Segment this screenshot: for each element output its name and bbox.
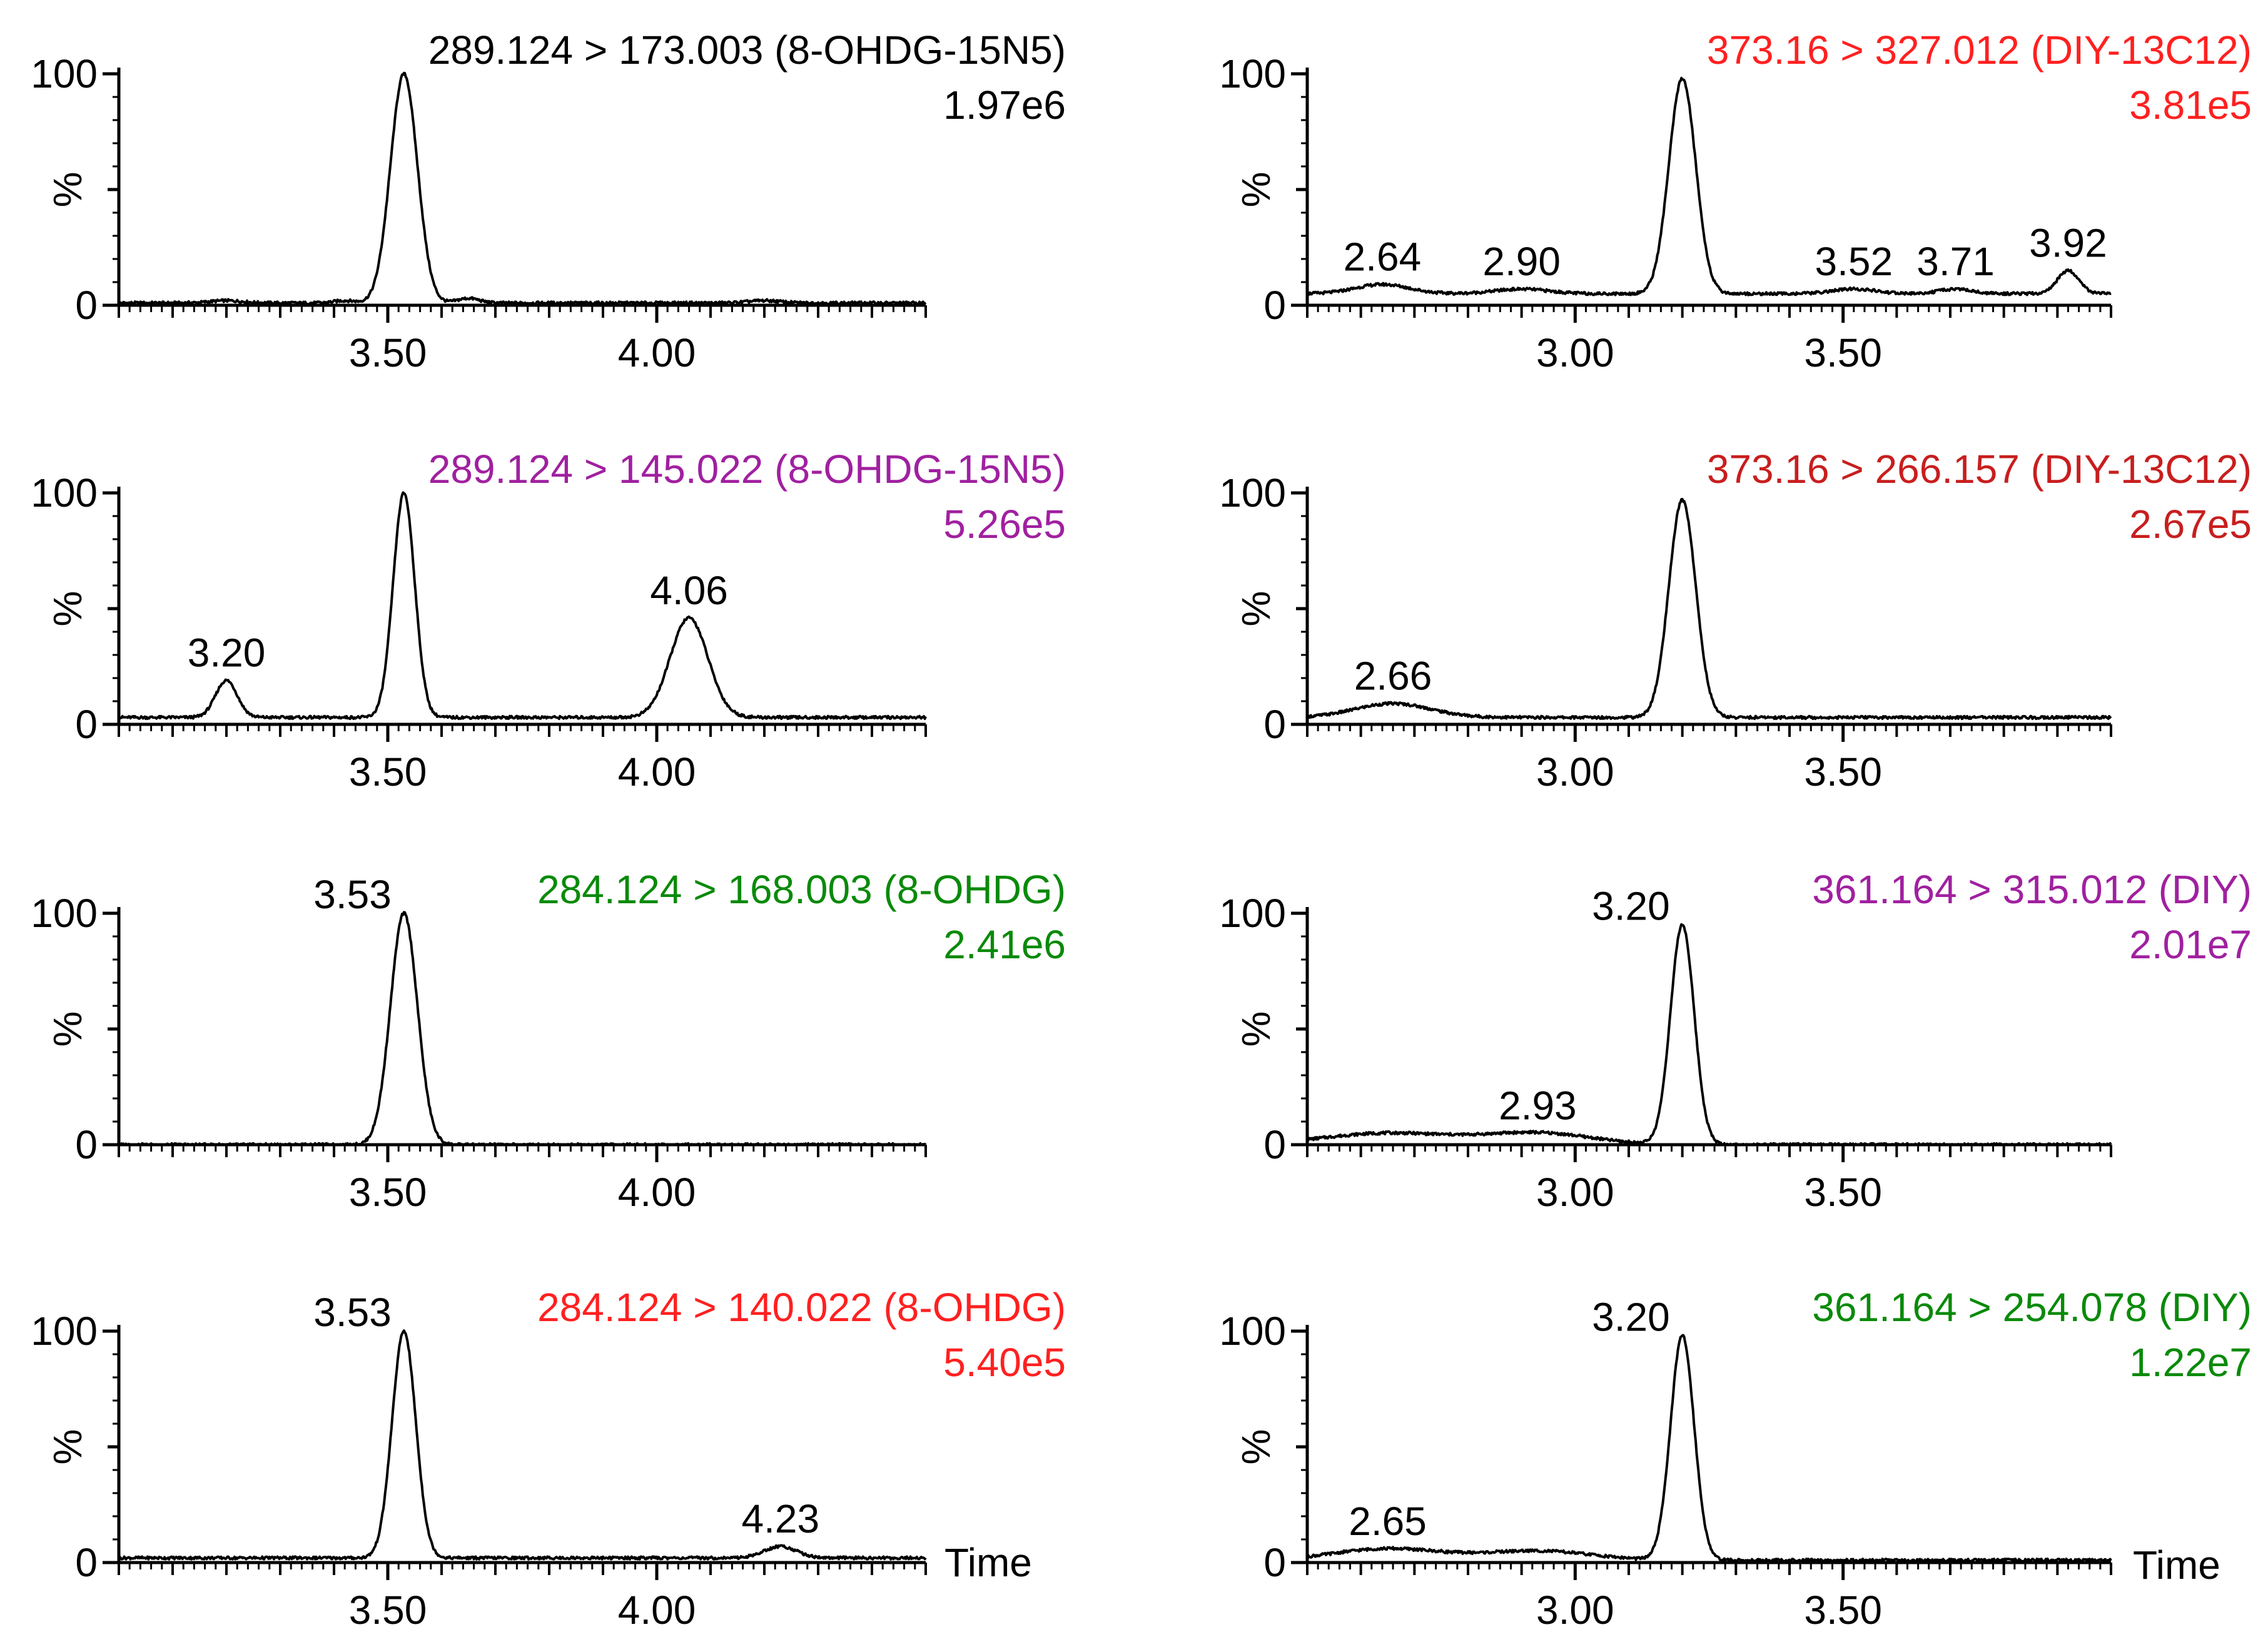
panel-right-1 [1291,68,2112,323]
y-axis-label: % [45,591,90,627]
x-tick-label: 3.50 [349,330,427,375]
x-tick-label: 4.00 [618,749,696,794]
chromatogram-trace [118,491,927,721]
y-tick-label-0: 0 [1263,1540,1286,1585]
x-tick-label: 3.50 [1804,1170,1882,1215]
y-axis-label: % [45,172,90,208]
peak-label: 4.06 [650,568,728,613]
y-tick-label-0: 0 [1263,1122,1286,1167]
x-tick-label: 3.50 [1804,330,1882,375]
peak-label: 3.20 [1592,1294,1670,1339]
y-tick-label-0: 0 [1263,702,1286,747]
y-tick-label-100: 100 [1219,51,1286,96]
y-axis-label: % [1233,591,1278,627]
panel-left-4 [103,1325,927,1580]
x-tick-label: 3.00 [1536,330,1614,375]
x-tick-label: 3.00 [1536,1170,1614,1215]
x-tick-label: 3.00 [1536,1588,1614,1633]
x-tick-label: 3.50 [349,1588,427,1633]
peak-label: 4.23 [742,1496,820,1541]
y-axis-label: % [1233,172,1278,208]
y-tick-label-0: 0 [75,1122,98,1167]
peak-label: 3.52 [1815,239,1893,284]
chromatogram-trace [1307,498,2112,721]
peak-label: 3.20 [1592,884,1670,929]
peak-label: 3.53 [313,1290,392,1335]
panel-right-4 [1291,1325,2112,1580]
peak-label: 2.90 [1482,239,1561,284]
panel-left-3 [103,907,927,1162]
peak-label: 2.66 [1354,654,1432,699]
y-axis-label: % [1233,1429,1278,1465]
x-tick-label: 3.50 [349,749,427,794]
x-tick-label: 3.00 [1536,749,1614,794]
time-axis-label-right: Time [2133,1543,2220,1588]
y-tick-label-0: 0 [75,283,98,328]
peak-label: 3.71 [1916,239,1995,284]
y-tick-label-0: 0 [75,1540,98,1585]
y-axis-label: % [1233,1011,1278,1047]
y-tick-label-0: 0 [75,702,98,747]
y-axis-label: % [45,1429,90,1465]
y-tick-label-100: 100 [31,891,98,936]
panel-left-2 [103,487,927,742]
x-tick-label: 3.50 [1804,1588,1882,1633]
y-tick-label-100: 100 [1219,891,1286,936]
y-tick-label-100: 100 [1219,470,1286,515]
x-tick-label: 3.50 [1804,749,1882,794]
chromatogram-trace [118,71,927,306]
y-tick-label-100: 100 [31,1309,98,1354]
x-tick-label: 4.00 [618,1588,696,1633]
x-tick-label: 3.50 [349,1170,427,1215]
chromatogram-trace [1307,76,2112,296]
peak-label: 2.93 [1499,1083,1577,1128]
y-tick-label-100: 100 [31,470,98,515]
y-tick-label-0: 0 [1263,283,1286,328]
y-tick-label-100: 100 [1219,1309,1286,1354]
x-tick-label: 4.00 [618,1170,696,1215]
panel-left-1 [103,68,927,323]
peak-label: 2.64 [1344,235,1422,280]
peak-label: 3.92 [2029,221,2107,266]
panel-right-3 [1291,907,2112,1162]
peak-label: 2.65 [1349,1499,1427,1544]
chromatogram-trace [118,1329,927,1561]
y-tick-label-100: 100 [31,51,98,96]
chromatogram-trace [118,911,927,1146]
chromatogram-trace [1306,1334,2112,1563]
chromatogram-trace [1307,923,2112,1146]
x-tick-label: 4.00 [618,330,696,375]
panel-right-2 [1291,487,2112,742]
peak-label: 3.53 [313,872,392,917]
time-axis-label-left: Time [944,1540,1032,1585]
peak-label: 3.20 [188,631,266,676]
y-axis-label: % [45,1011,90,1047]
